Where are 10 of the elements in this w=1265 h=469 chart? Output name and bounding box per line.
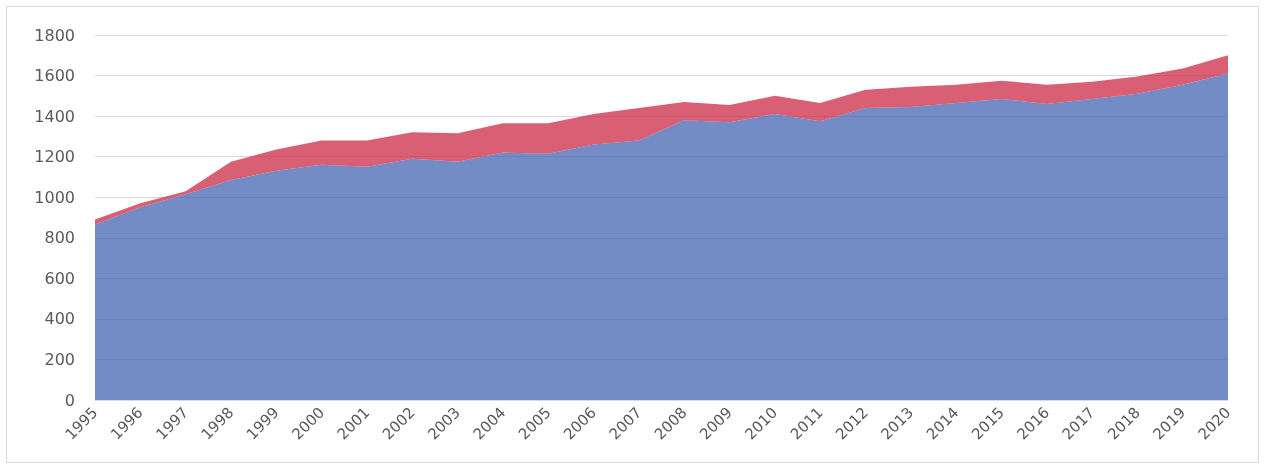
y-tick-label: 1800 (34, 25, 75, 45)
y-tick-label: 400 (44, 309, 75, 329)
y-tick-label: 1000 (34, 187, 75, 207)
y-tick-label: 200 (44, 349, 75, 369)
y-tick-label: 1200 (34, 147, 75, 167)
y-tick-label: 800 (44, 228, 75, 248)
y-tick-label: 0 (64, 390, 75, 410)
y-tick-label: 1600 (34, 66, 75, 86)
y-tick-label: 1400 (34, 106, 75, 126)
y-tick-label: 600 (44, 268, 75, 288)
